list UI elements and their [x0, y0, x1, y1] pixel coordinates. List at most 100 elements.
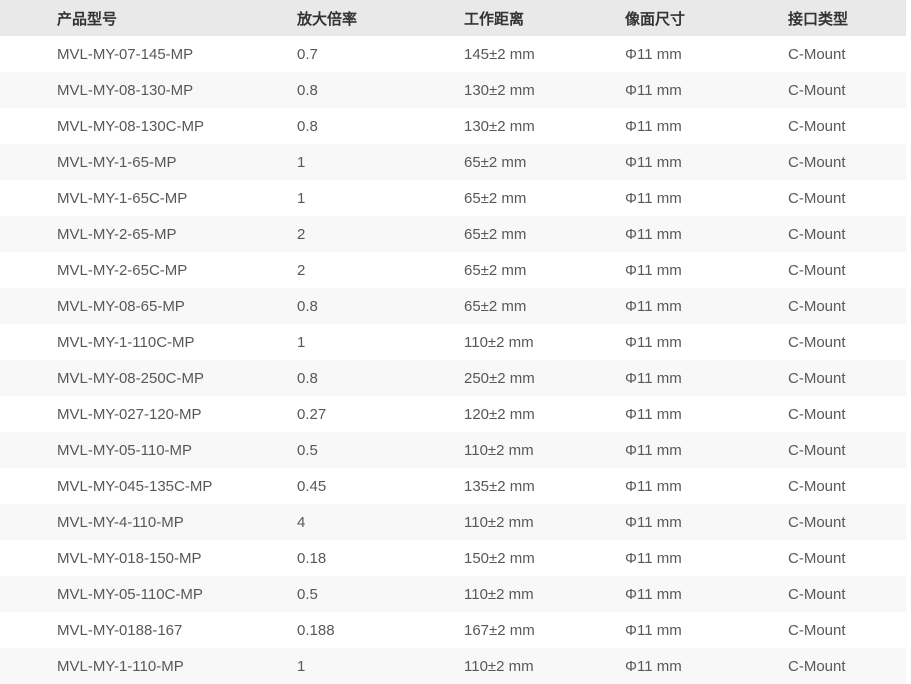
cell-working-distance: 110±2 mm [464, 585, 534, 603]
column-header-working-distance: 工作距离 [464, 0, 625, 36]
cell-working-distance: 110±2 mm [464, 441, 534, 459]
cell-image-size: Φ11 mm [625, 657, 682, 675]
cell-model: MVL-MY-1-65-MP [57, 153, 177, 171]
cell-working-distance: 65±2 mm [464, 261, 527, 279]
cell-magnification: 1 [297, 189, 306, 207]
table-row: MVL-MY-07-145-MP 0.7 145±2 mm Φ11 mm C-Mount [0, 36, 906, 72]
cell-image-size: Φ11 mm [625, 513, 682, 531]
cell-mount-type: C-Mount [788, 225, 846, 243]
table-row: MVL-MY-05-110-MP 0.5 110±2 mm Φ11 mm C-Mount [0, 432, 906, 468]
cell-magnification: 2 [297, 261, 306, 279]
cell-image-size: Φ11 mm [625, 153, 682, 171]
column-header-magnification: 放大倍率 [297, 0, 464, 36]
cell-magnification: 0.18 [297, 549, 327, 567]
cell-mount-type: C-Mount [788, 369, 846, 387]
cell-magnification: 2 [297, 225, 306, 243]
table-row: MVL-MY-0188-167 0.188 167±2 mm Φ11 mm C-Moun… [0, 612, 906, 648]
cell-model: MVL-MY-1-110C-MP [57, 333, 195, 351]
cell-magnification: 0.8 [297, 117, 318, 135]
cell-working-distance: 110±2 mm [464, 513, 534, 531]
cell-model: MVL-MY-05-110-MP [57, 441, 193, 459]
cell-model: MVL-MY-1-110-MP [57, 657, 184, 675]
table-row: MVL-MY-1-110-MP 1 110±2 mm Φ11 mm C-Mount [0, 648, 906, 684]
table-row: MVL-MY-05-110C-MP 0.5 110±2 mm Φ11 mm C-Moun… [0, 576, 906, 612]
cell-working-distance: 110±2 mm [464, 333, 534, 351]
cell-image-size: Φ11 mm [625, 81, 682, 99]
table-row: MVL-MY-2-65C-MP 2 65±2 mm Φ11 mm C-Mount [0, 252, 906, 288]
cell-working-distance: 65±2 mm [464, 297, 527, 315]
cell-model: MVL-MY-4-110-MP [57, 513, 184, 531]
cell-image-size: Φ11 mm [625, 297, 682, 315]
cell-image-size: Φ11 mm [625, 585, 682, 603]
cell-mount-type: C-Mount [788, 405, 846, 423]
table-row: MVL-MY-4-110-MP 4 110±2 mm Φ11 mm C-Mount [0, 504, 906, 540]
cell-mount-type: C-Mount [788, 441, 846, 459]
cell-working-distance: 65±2 mm [464, 189, 527, 207]
cell-magnification: 0.45 [297, 477, 327, 495]
cell-working-distance: 150±2 mm [464, 549, 535, 567]
cell-mount-type: C-Mount [788, 477, 846, 495]
cell-mount-type: C-Mount [788, 189, 846, 207]
cell-mount-type: C-Mount [788, 657, 846, 675]
cell-image-size: Φ11 mm [625, 261, 682, 279]
cell-working-distance: 110±2 mm [464, 657, 534, 675]
cell-model: MVL-MY-08-250C-MP [57, 369, 204, 387]
cell-working-distance: 65±2 mm [464, 225, 527, 243]
column-header-model: 产品型号 [0, 0, 297, 36]
cell-magnification: 0.8 [297, 81, 318, 99]
cell-working-distance: 135±2 mm [464, 477, 535, 495]
cell-model: MVL-MY-05-110C-MP [57, 585, 203, 603]
cell-model: MVL-MY-1-65C-MP [57, 189, 188, 207]
table-row: MVL-MY-1-65-MP 1 65±2 mm Φ11 mm C-Mount [0, 144, 906, 180]
table-row: MVL-MY-1-65C-MP 1 65±2 mm Φ11 mm C-Mount [0, 180, 906, 216]
cell-model: MVL-MY-08-130C-MP [57, 117, 204, 135]
table-row: MVL-MY-027-120-MP 0.27 120±2 mm Φ11 mm C-Mou… [0, 396, 906, 432]
cell-magnification: 0.188 [297, 621, 335, 639]
cell-mount-type: C-Mount [788, 153, 846, 171]
cell-model: MVL-MY-045-135C-MP [57, 477, 213, 495]
cell-working-distance: 120±2 mm [464, 405, 535, 423]
cell-mount-type: C-Mount [788, 549, 846, 567]
table-row: MVL-MY-1-110C-MP 1 110±2 mm Φ11 mm C-Mount [0, 324, 906, 360]
table-row: MVL-MY-08-250C-MP 0.8 250±2 mm Φ11 mm C-Moun… [0, 360, 906, 396]
table-row: MVL-MY-08-130-MP 0.8 130±2 mm Φ11 mm C-Mount [0, 72, 906, 108]
cell-model: MVL-MY-08-130-MP [57, 81, 194, 99]
cell-image-size: Φ11 mm [625, 405, 682, 423]
cell-magnification: 1 [297, 153, 306, 171]
cell-magnification: 0.8 [297, 369, 318, 387]
cell-mount-type: C-Mount [788, 621, 846, 639]
column-header-image-size: 像面尺寸 [625, 0, 788, 36]
cell-working-distance: 167±2 mm [464, 621, 535, 639]
table-row: MVL-MY-08-65-MP 0.8 65±2 mm Φ11 mm C-Mount [0, 288, 906, 324]
cell-image-size: Φ11 mm [625, 621, 682, 639]
cell-image-size: Φ11 mm [625, 45, 682, 63]
cell-image-size: Φ11 mm [625, 441, 682, 459]
cell-mount-type: C-Mount [788, 45, 846, 63]
cell-image-size: Φ11 mm [625, 477, 682, 495]
cell-image-size: Φ11 mm [625, 333, 682, 351]
cell-working-distance: 65±2 mm [464, 153, 527, 171]
cell-model: MVL-MY-027-120-MP [57, 405, 202, 423]
cell-model: MVL-MY-08-65-MP [57, 297, 185, 315]
cell-working-distance: 250±2 mm [464, 369, 535, 387]
table-row: MVL-MY-2-65-MP 2 65±2 mm Φ11 mm C-Mount [0, 216, 906, 252]
cell-image-size: Φ11 mm [625, 117, 682, 135]
cell-image-size: Φ11 mm [625, 549, 682, 567]
cell-mount-type: C-Mount [788, 297, 846, 315]
cell-mount-type: C-Mount [788, 585, 846, 603]
cell-working-distance: 130±2 mm [464, 81, 535, 99]
cell-magnification: 1 [297, 657, 306, 675]
cell-magnification: 0.5 [297, 585, 318, 603]
cell-magnification: 0.7 [297, 45, 318, 63]
cell-image-size: Φ11 mm [625, 225, 682, 243]
table-header-row: 产品型号 放大倍率 工作距离 像面尺寸 接口类型 [0, 0, 906, 36]
cell-mount-type: C-Mount [788, 261, 846, 279]
cell-working-distance: 130±2 mm [464, 117, 535, 135]
cell-model: MVL-MY-2-65-MP [57, 225, 177, 243]
cell-magnification: 1 [297, 333, 306, 351]
cell-magnification: 0.5 [297, 441, 318, 459]
cell-model: MVL-MY-018-150-MP [57, 549, 202, 567]
cell-model: MVL-MY-0188-167 [57, 621, 183, 639]
